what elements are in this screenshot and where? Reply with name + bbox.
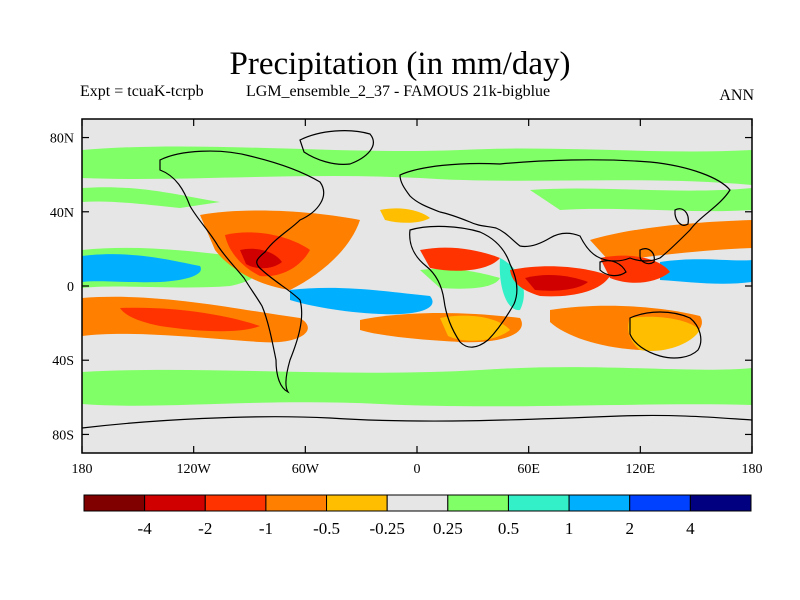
colorbar-label: 4: [686, 519, 695, 538]
precip-patch-west-africa-red: [420, 247, 500, 271]
colorbar-swatch: [204, 494, 267, 512]
colorbar-swatch: [507, 494, 570, 512]
colorbar-label: 0.25: [433, 519, 463, 538]
colorbar-label: 0.5: [498, 519, 519, 538]
lon-tick-label: 0: [414, 462, 421, 477]
colorbar-swatch: [326, 494, 388, 512]
coastline-americas: [159, 150, 325, 394]
precip-patch-africa-cyan: [499, 258, 524, 311]
precip-patch-indian-ocean-darkred: [525, 275, 588, 291]
run-label: LGM_ensemble_2_37 - FAMOUS 21k-bigblue: [246, 83, 551, 100]
lon-tick-label: 180: [742, 462, 763, 477]
colorbar-label: -1: [259, 519, 273, 538]
colorbar-swatch: [568, 494, 631, 512]
colorbar-label: -2: [198, 519, 212, 538]
precip-patch-west-pacific-orange: [590, 220, 752, 262]
lon-tick-label: 60E: [517, 462, 540, 477]
colorbar-swatch: [265, 494, 328, 512]
lon-tick-label: 120E: [626, 462, 656, 477]
season-label: ANN: [719, 87, 754, 104]
precip-patch-caribbean-darkred: [240, 248, 282, 269]
colorbar-label: -0.25: [369, 519, 404, 538]
lat-tick-label: 40S: [52, 354, 74, 369]
experiment-label: Expt = tcuaK-tcrpb: [80, 83, 204, 100]
precip-band-south: [82, 367, 752, 407]
precip-patch-mediterranean-yellow: [380, 208, 430, 223]
coastline-australia: [629, 311, 702, 359]
map-axes: 80N 40N 0 40S 80S 180 120W 60W 0 60E 120E 180: [50, 119, 763, 477]
coastline-africa: [409, 225, 518, 348]
lon-tick-label: 120W: [177, 462, 212, 477]
precip-patch-south-pacific-red: [120, 307, 260, 332]
lat-tick-label: 80N: [50, 132, 74, 147]
coastline-antarctica: [82, 414, 752, 429]
lat-tick-label: 0: [67, 280, 74, 295]
coastline-japan: [674, 208, 689, 226]
colorbar-label: -0.5: [313, 519, 340, 538]
coastline-eurasia: [399, 159, 731, 262]
lon-tick-label: 180: [72, 462, 93, 477]
colorbar-label: -4: [138, 519, 153, 538]
lat-tick-label: 40N: [50, 206, 74, 221]
colorbar-swatch: [689, 494, 752, 512]
precip-patch-australia-yellow: [628, 316, 700, 352]
precip-patch-npacific: [82, 187, 220, 208]
colorbar-swatch: [83, 494, 146, 512]
colorbar-swatch: [144, 494, 206, 512]
coastline-philippines: [639, 248, 655, 265]
colorbar-label: 1: [565, 519, 574, 538]
plot-title: Precipitation (in mm/day): [229, 46, 571, 82]
colorbar-swatch: [629, 494, 691, 512]
lat-tick-label: 80S: [52, 428, 74, 443]
coastline-greenland: [299, 130, 374, 165]
lon-tick-label: 60W: [292, 462, 320, 477]
precip-patch-atlantic-blue: [290, 287, 433, 315]
coastlines: [82, 130, 752, 429]
precip-patch-tropical-pacific-blue: [82, 254, 201, 283]
colorbar-swatch: [447, 494, 509, 512]
precip-patch-asia: [530, 188, 752, 212]
precip-patch-west-pacific-blue: [660, 259, 752, 284]
colorbar-swatch: [386, 494, 449, 512]
colorbar: -4 -2 -1 -0.5 -0.25 0.25 0.5 1 2 4: [83, 494, 752, 538]
map-fields: [82, 119, 752, 453]
coastline-borneo: [599, 260, 627, 277]
colorbar-label: 2: [625, 519, 634, 538]
